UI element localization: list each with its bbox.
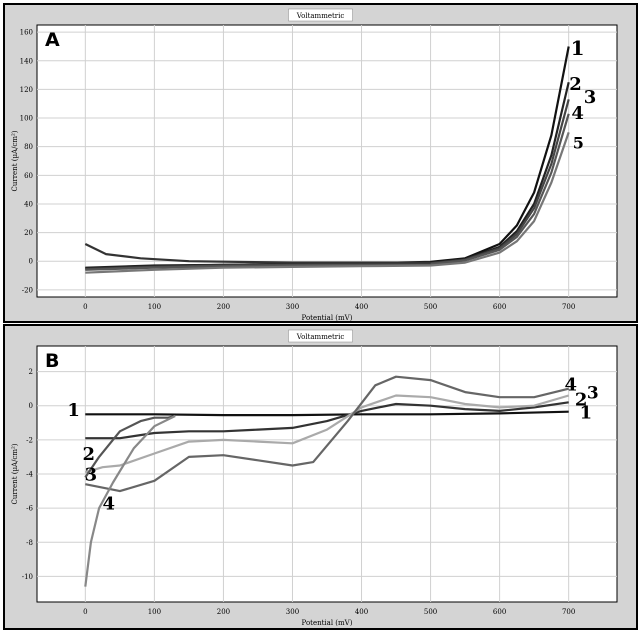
- x-tick-label: 400: [355, 303, 368, 311]
- series-line-4: [85, 113, 570, 271]
- series-line-5: [85, 132, 570, 274]
- x-tick-label: 200: [217, 608, 230, 616]
- x-tick-label: 200: [217, 303, 230, 311]
- y-tick-label: 140: [20, 57, 33, 65]
- series-line-3: [84, 394, 570, 474]
- y-tick-label: 20: [24, 229, 33, 237]
- curve-label: 2: [83, 444, 96, 465]
- x-tick-label: 100: [148, 608, 161, 616]
- y-tick-label: 0: [29, 258, 33, 266]
- chart-panel-b: Voltammetric 0 100 200 300 400 500 600 700 -10 -8 -…: [3, 324, 638, 630]
- curve-label: 3: [85, 465, 98, 486]
- title-box: [288, 329, 353, 343]
- curve-label: 4: [103, 494, 116, 515]
- chart-b: Voltammetric 0 100 200 300 400 500 600 700 -10 -8 -…: [11, 329, 618, 627]
- x-tick-label: 500: [424, 303, 437, 311]
- y-tick-label: 0: [29, 402, 33, 410]
- x-tick-label: 600: [493, 303, 506, 311]
- y-axis-label: Current (µA/cm²): [11, 443, 19, 504]
- x-tick-label: 400: [355, 608, 368, 616]
- x-tick-label: 100: [148, 303, 161, 311]
- x-axis-label: Potential (mV): [302, 314, 353, 321]
- y-tick-label: 2: [29, 368, 33, 376]
- series-line-extra-4: [84, 414, 176, 479]
- y-tick-label: -2: [26, 436, 33, 444]
- y-axis-label: Current (µA/cm²): [11, 130, 19, 191]
- series-group: [84, 46, 570, 274]
- plot-area: [36, 24, 618, 298]
- curve-label: 5: [573, 133, 584, 152]
- y-tick-label: -8: [26, 539, 33, 547]
- x-tick-label: 500: [424, 608, 437, 616]
- curve-label: 4: [571, 103, 584, 124]
- series-line-1: [85, 410, 569, 417]
- chart-a: Voltammetric 0 100 200 300 400 500 600 700 -20 0 20…: [11, 8, 618, 321]
- series-line-extra-5: [84, 243, 431, 264]
- y-tick-label: -20: [22, 286, 33, 294]
- series-group: [84, 375, 570, 587]
- curve-label: 1: [67, 400, 80, 421]
- x-tick-label: 0: [83, 303, 87, 311]
- x-tick-label: 0: [83, 608, 87, 616]
- x-tick-label: 300: [286, 608, 299, 616]
- y-tick-label: -4: [26, 471, 33, 479]
- curve-label: 3: [587, 383, 599, 403]
- panel-label: B: [45, 350, 59, 372]
- panel-label: A: [45, 29, 60, 51]
- x-tick-label: 600: [493, 608, 506, 616]
- y-tick-label: 120: [20, 86, 33, 94]
- y-tick-label: 40: [24, 200, 33, 208]
- x-tick-label: 300: [286, 303, 299, 311]
- y-tick-label: 60: [24, 172, 33, 180]
- curve-label: 1: [571, 36, 585, 60]
- curve-label: 2: [569, 74, 582, 95]
- title-box: [288, 8, 353, 22]
- series-line-2: [85, 401, 569, 440]
- chart-panel-a: Voltammetric 0 100 200 300 400 500 600 700 -20 0 20…: [3, 3, 638, 323]
- y-tick-label: 80: [24, 143, 33, 151]
- curve-label: 1: [580, 402, 593, 423]
- series-line-4: [85, 375, 569, 493]
- y-tick-label: 160: [20, 29, 33, 37]
- y-tick-label: 100: [20, 115, 33, 123]
- x-tick-label: 700: [562, 608, 575, 616]
- series-line-extra-5: [84, 415, 176, 587]
- chart-title: Voltammetric: [296, 12, 345, 20]
- x-tick-label: 700: [562, 303, 575, 311]
- curve-label: 4: [564, 374, 577, 395]
- y-tick-label: -6: [26, 505, 33, 513]
- y-tick-label: -10: [22, 573, 33, 581]
- x-axis-label: Potential (mV): [302, 619, 353, 627]
- chart-title: Voltammetric: [296, 333, 345, 341]
- curve-label: 3: [584, 87, 597, 108]
- curve-label: 2: [575, 390, 588, 411]
